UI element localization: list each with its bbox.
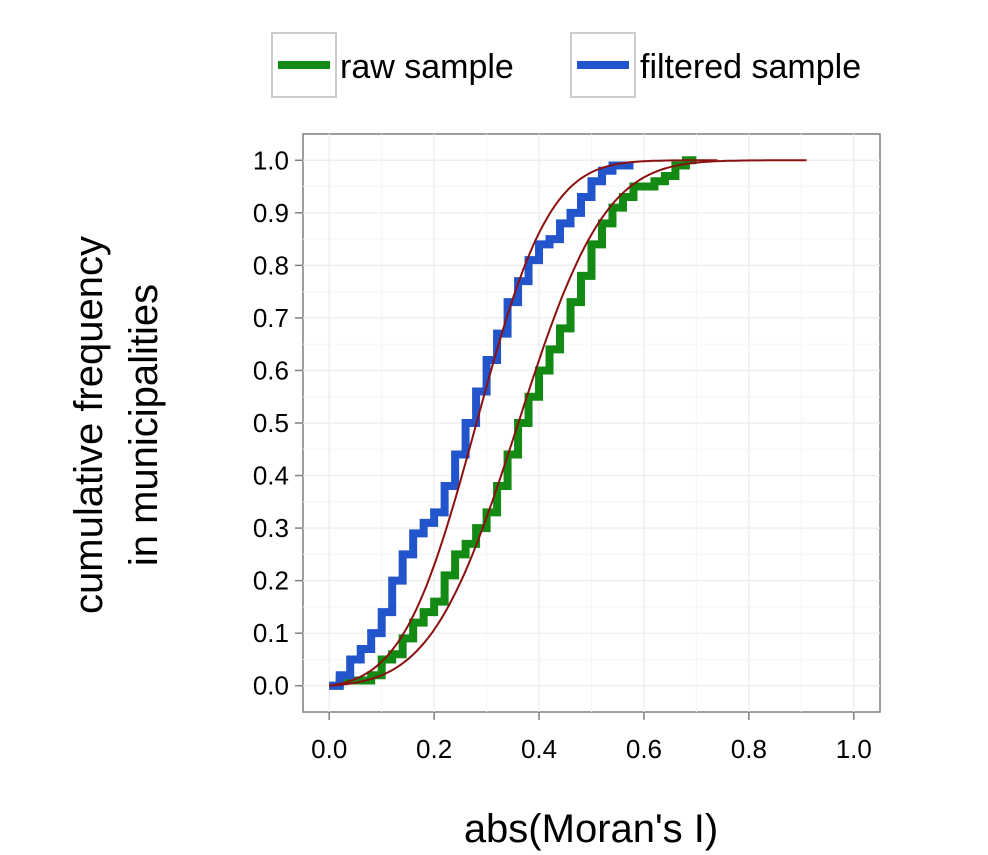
y-tick-label: 1.0 — [253, 145, 289, 175]
y-tick-label: 0.8 — [253, 250, 289, 280]
series-layer — [329, 156, 697, 690]
x-tick-label: 0.2 — [416, 734, 452, 764]
grid — [303, 134, 880, 712]
axis-ticks: 0.0 0.1 0.2 0.3 0.4 0.5 0.6 0.7 0.8 0.9 1.0 0.0 0.2 0… — [253, 145, 872, 764]
y-tick-label: 0.2 — [253, 566, 289, 596]
y-tick-label: 0.5 — [253, 408, 289, 438]
series-filtered-sample-line — [329, 161, 634, 690]
y-tick-label: 0.7 — [253, 303, 289, 333]
legend-label-raw-sample: raw sample — [340, 48, 514, 86]
x-tick-label: 0.0 — [311, 734, 347, 764]
series-raw-sample-line — [329, 156, 697, 690]
x-tick-label: 0.6 — [626, 734, 662, 764]
y-tick-label: 0.9 — [253, 198, 289, 228]
y-tick-label: 0.4 — [253, 461, 289, 491]
y-tick-label: 0.0 — [253, 671, 289, 701]
legend-swatch-raw-sample — [278, 61, 330, 69]
x-tick-label: 0.8 — [731, 734, 767, 764]
y-tick-label: 0.1 — [253, 618, 289, 648]
y-axis-title-line-1: cumulative frequency — [67, 236, 111, 614]
y-tick-label: 0.3 — [253, 513, 289, 543]
y-tick-label: 0.6 — [253, 355, 289, 385]
x-tick-label: 1.0 — [836, 734, 872, 764]
fitted-cdf-line — [329, 159, 807, 687]
y-axis-title-line-2: in municipalities — [122, 284, 166, 566]
fitted-cdf-line — [329, 159, 718, 687]
legend-label-filtered-sample: filtered sample — [640, 48, 861, 86]
legend-swatch-filtered-sample — [577, 61, 629, 69]
legend: raw sample filtered sample — [271, 32, 861, 98]
x-axis-title: abs(Moran's I) — [464, 807, 718, 851]
fit-layer — [329, 159, 807, 687]
x-tick-label: 0.4 — [521, 734, 557, 764]
